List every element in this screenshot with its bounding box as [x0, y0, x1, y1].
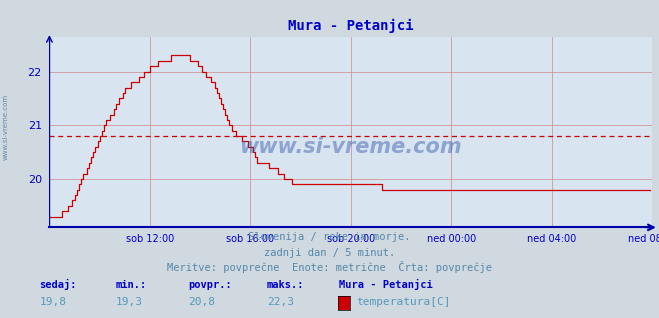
Text: sedaj:: sedaj: — [40, 279, 77, 290]
Text: povpr.:: povpr.: — [188, 280, 231, 290]
Text: 19,8: 19,8 — [40, 297, 67, 307]
Text: min.:: min.: — [115, 280, 146, 290]
Text: Mura - Petanjci: Mura - Petanjci — [339, 279, 433, 290]
Title: Mura - Petanjci: Mura - Petanjci — [288, 18, 414, 33]
Text: www.si-vreme.com: www.si-vreme.com — [2, 94, 9, 160]
Text: maks.:: maks.: — [267, 280, 304, 290]
Text: 19,3: 19,3 — [115, 297, 142, 307]
Text: 20,8: 20,8 — [188, 297, 215, 307]
Text: zadnji dan / 5 minut.: zadnji dan / 5 minut. — [264, 248, 395, 258]
Text: Meritve: povprečne  Enote: metrične  Črta: povprečje: Meritve: povprečne Enote: metrične Črta:… — [167, 261, 492, 273]
Text: Slovenija / reke in morje.: Slovenija / reke in morje. — [248, 232, 411, 242]
Text: 22,3: 22,3 — [267, 297, 294, 307]
Text: www.si-vreme.com: www.si-vreme.com — [240, 137, 462, 157]
Text: temperatura[C]: temperatura[C] — [356, 297, 450, 307]
